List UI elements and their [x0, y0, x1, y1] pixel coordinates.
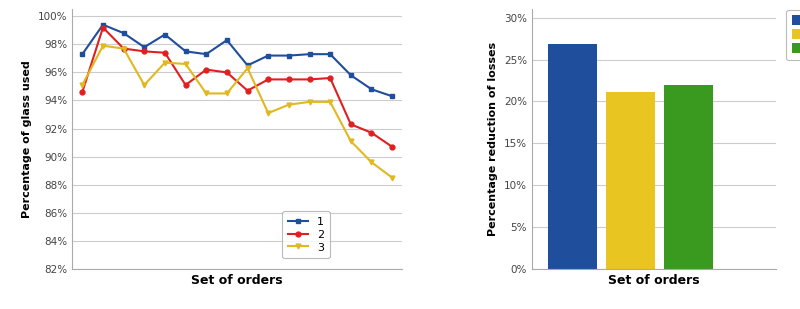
Legend: 1, 2, 3: 1, 2, 3: [786, 10, 800, 60]
3: [139, 83, 149, 87]
X-axis label: Set of orders: Set of orders: [608, 274, 700, 287]
1: [119, 31, 129, 35]
1: [366, 87, 376, 91]
3: [98, 44, 108, 48]
1: [181, 49, 190, 53]
Y-axis label: Percentage reduction of losses: Percentage reduction of losses: [488, 42, 498, 236]
1: [263, 54, 273, 57]
Line: 3: 3: [80, 43, 394, 180]
X-axis label: Set of orders: Set of orders: [191, 274, 283, 287]
3: [387, 176, 397, 180]
2: [119, 47, 129, 50]
1: [387, 95, 397, 98]
3: [181, 62, 190, 66]
1: [160, 33, 170, 36]
1: [242, 64, 252, 67]
2: [98, 26, 108, 29]
3: [305, 100, 314, 104]
3: [284, 103, 294, 107]
3: [242, 66, 252, 70]
1: [346, 73, 356, 77]
1: [139, 45, 149, 49]
Bar: [548, 44, 597, 269]
3: [326, 100, 335, 104]
2: [326, 76, 335, 80]
3: [119, 47, 129, 50]
2: [305, 78, 314, 81]
2: [139, 49, 149, 53]
1: [305, 52, 314, 56]
2: [366, 131, 376, 135]
2: [160, 51, 170, 55]
2: [346, 122, 356, 126]
2: [387, 145, 397, 149]
Bar: [664, 86, 714, 269]
Y-axis label: Percentage of glass used: Percentage of glass used: [22, 60, 32, 218]
1: [98, 23, 108, 27]
3: [222, 91, 232, 95]
2: [202, 68, 211, 71]
1: [326, 52, 335, 56]
3: [78, 83, 87, 87]
3: [160, 61, 170, 65]
3: [346, 139, 356, 143]
3: [202, 91, 211, 95]
Bar: [606, 92, 655, 269]
3: [263, 111, 273, 115]
1: [284, 54, 294, 57]
Line: 2: 2: [80, 25, 394, 149]
Legend: 1, 2, 3: 1, 2, 3: [282, 211, 330, 258]
Line: 1: 1: [80, 22, 394, 99]
2: [263, 78, 273, 81]
2: [284, 78, 294, 81]
3: [366, 160, 376, 164]
2: [242, 89, 252, 92]
2: [78, 90, 87, 94]
2: [181, 83, 190, 87]
1: [222, 38, 232, 42]
1: [78, 52, 87, 56]
1: [202, 52, 211, 56]
2: [222, 70, 232, 74]
